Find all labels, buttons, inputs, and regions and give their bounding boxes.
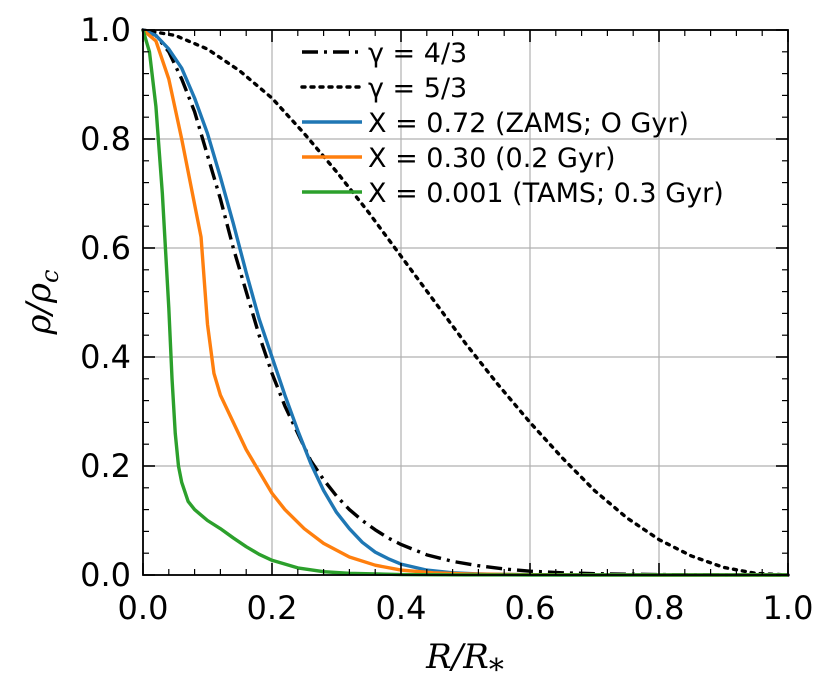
y-tick-label: 0.0 — [80, 556, 131, 594]
y-axis-label: ρ/ρc — [19, 270, 64, 336]
x-tick-label: 0.0 — [118, 589, 169, 627]
x-tick-label: 0.2 — [247, 589, 298, 627]
legend-label-2: X = 0.72 (ZAMS; O Gyr) — [368, 108, 689, 139]
legend: γ = 4/3 γ = 5/3 X = 0.72 (ZAMS; O Gyr) X = … — [300, 38, 724, 209]
x-tick-label: 1.0 — [763, 589, 814, 627]
y-tick-label: 0.2 — [80, 447, 131, 485]
legend-label-3: X = 0.30 (0.2 Gyr) — [368, 143, 616, 174]
ticks: 0.0 0.2 0.4 0.6 0.8 1.0 0.0 0.2 0.4 0.6 0.8 1.0 — [80, 11, 813, 627]
x-tick-label: 0.4 — [376, 589, 427, 627]
plot-frame — [142, 29, 789, 576]
y-tick-label: 0.6 — [80, 229, 131, 267]
legend-label-0: γ = 4/3 — [368, 38, 467, 69]
legend-label-1: γ = 5/3 — [368, 73, 467, 104]
x-tick-label: 0.6 — [505, 589, 556, 627]
y-tick-label: 1.0 — [80, 11, 131, 49]
series-line-1 — [141, 28, 790, 577]
y-tick-label: 0.4 — [80, 338, 131, 376]
y-tick-label: 0.8 — [80, 120, 131, 158]
x-axis-label: R/R* — [425, 637, 504, 688]
legend-label-4: X = 0.001 (TAMS; 0.3 Gyr) — [368, 178, 724, 209]
x-tick-label: 0.8 — [634, 589, 685, 627]
